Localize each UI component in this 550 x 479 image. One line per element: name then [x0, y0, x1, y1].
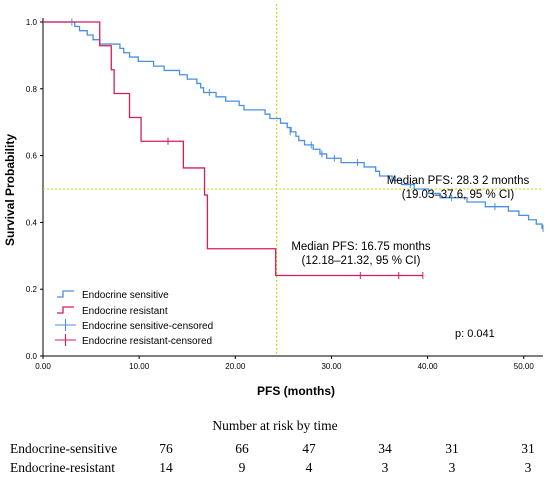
risk-cell: 31: [445, 441, 459, 456]
x-tick-label: 50.00: [514, 362, 535, 371]
resistant-median-line2: (12.18–21.32, 95 % CI): [302, 255, 421, 267]
legend-item-resistant: Endocrine resistant: [57, 306, 168, 317]
risk-row-sensitive: Endocrine-sensitive 76 66 47 34 31 31: [0, 441, 550, 459]
survival-curves: [43, 21, 543, 277]
x-tick-label: 30.00: [321, 362, 342, 371]
risk-cell: 3: [524, 460, 532, 475]
risk-row-label: Endocrine-sensitive: [10, 441, 118, 456]
legend-item-resistant-censored: Endocrine resistant-censored: [55, 334, 212, 347]
risk-row-resistant: Endocrine-resistant 14 9 4 3 3 3: [0, 460, 550, 478]
legend-label-sensitive: Endocrine sensitive: [82, 290, 169, 301]
reference-lines: [43, 4, 543, 356]
x-tick-label: 20.00: [225, 362, 246, 371]
x-tick-label: 0.00: [35, 362, 51, 371]
risk-cell: 3: [381, 460, 389, 475]
legend-label-sensitive-censored: Endocrine sensitive-censored: [82, 321, 213, 332]
risk-cell: 14: [159, 460, 173, 475]
y-tick-label: 0.2: [26, 285, 38, 294]
x-tick-label: 10.00: [129, 362, 150, 371]
legend-label-resistant-censored: Endocrine resistant-censored: [82, 336, 212, 347]
y-axis-title: Survival Probability: [3, 134, 17, 246]
y-tick-label: 0.0: [26, 352, 38, 361]
risk-cell: 66: [235, 441, 249, 456]
km-chart: 0.00 10.00 20.00 30.00 40.00 50.00 0.0 0.2 0.4 0.…: [3, 4, 544, 398]
risk-cell: 3: [448, 460, 456, 475]
y-tick-label: 0.8: [26, 85, 38, 94]
y-tick-label: 0.4: [26, 218, 38, 227]
risk-cell: 4: [305, 460, 313, 475]
p-value: p: 0.041: [455, 328, 495, 340]
legend-label-resistant: Endocrine resistant: [82, 306, 168, 317]
legend-item-sensitive: Endocrine sensitive: [57, 290, 169, 301]
risk-table-title: Number at risk by time: [212, 418, 338, 433]
risk-cell: 47: [302, 441, 316, 456]
sensitive-median-line2: (19.03–37.6, 95 % CI): [402, 189, 515, 201]
x-axis-title: PFS (months): [257, 384, 335, 398]
legend: Endocrine sensitive Endocrine resistant …: [55, 290, 213, 347]
x-tick-label: 40.00: [418, 362, 439, 371]
risk-cell: 76: [159, 441, 173, 456]
risk-row-label: Endocrine-resistant: [10, 460, 115, 475]
risk-cell: 31: [521, 441, 535, 456]
y-tick-label: 1.0: [26, 18, 38, 27]
censor-marks: [71, 18, 544, 280]
survival-curve-sensitive: [43, 21, 543, 230]
legend-item-sensitive-censored: Endocrine sensitive-censored: [55, 319, 213, 332]
axes: 0.00 10.00 20.00 30.00 40.00 50.00 0.0 0.2 0.4 0.…: [26, 18, 543, 371]
resistant-median-line1: Median PFS: 16.75 months: [291, 241, 431, 253]
sensitive-median-line1: Median PFS: 28.3 2 months: [387, 175, 530, 187]
risk-cell: 9: [238, 460, 246, 475]
risk-cell: 34: [378, 441, 392, 456]
survival-curve-resistant: [43, 21, 423, 277]
y-tick-label: 0.6: [26, 152, 38, 161]
